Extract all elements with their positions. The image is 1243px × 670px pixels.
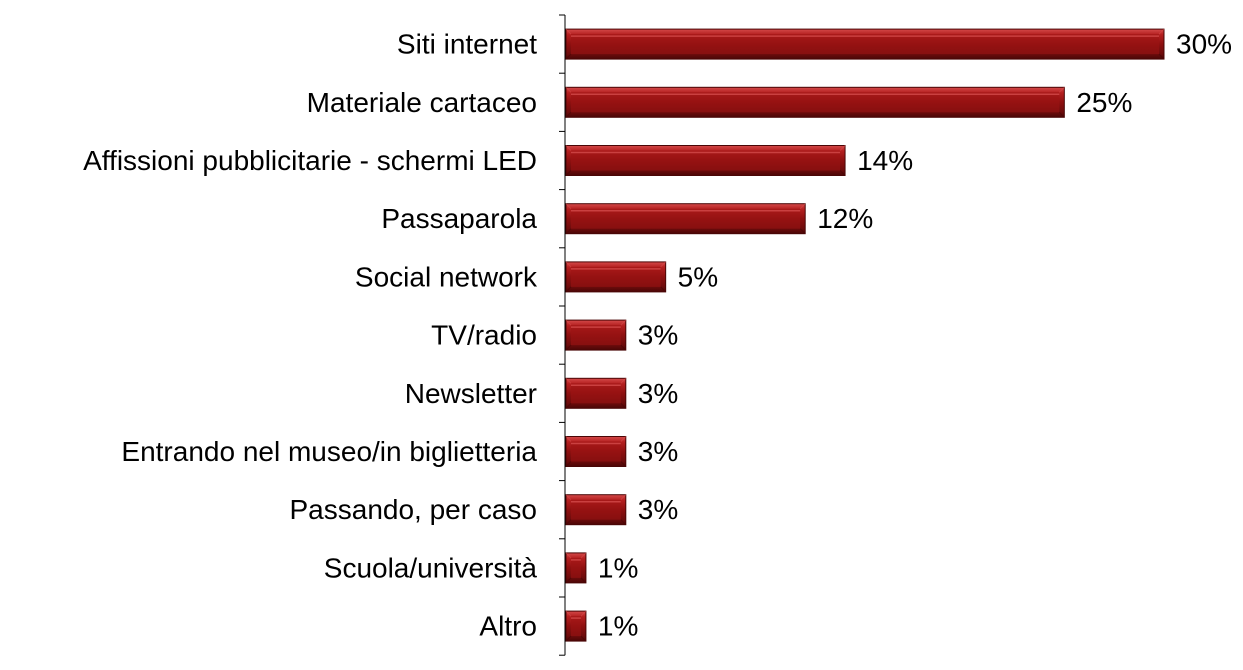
bar — [565, 145, 846, 176]
category-label: Affissioni pubblicitarie - schermi LED — [83, 145, 537, 176]
category-label: Passando, per caso — [290, 494, 538, 525]
category-label: Newsletter — [405, 378, 537, 409]
value-label: 25% — [1076, 87, 1132, 118]
bar — [565, 203, 806, 235]
bar — [565, 436, 627, 467]
category-label: Scuola/università — [324, 552, 538, 583]
category-label: Passaparola — [381, 203, 537, 234]
bar — [565, 610, 587, 642]
category-label: Entrando nel museo/in biglietteria — [121, 436, 537, 467]
category-label: Materiale cartaceo — [307, 87, 537, 118]
value-label: 5% — [678, 261, 718, 292]
bar — [565, 86, 1065, 118]
value-label: 1% — [598, 611, 638, 642]
value-label: 30% — [1176, 29, 1232, 60]
category-label: Social network — [355, 261, 538, 292]
category-label: Siti internet — [397, 29, 537, 60]
value-label: 3% — [638, 378, 678, 409]
bar — [565, 494, 627, 526]
value-label: 3% — [638, 494, 678, 525]
bars-group — [565, 28, 1165, 642]
bar — [565, 28, 1165, 60]
value-label: 12% — [817, 203, 873, 234]
bar — [565, 377, 627, 409]
bar — [565, 319, 627, 351]
value-label: 3% — [638, 320, 678, 351]
category-label: Altro — [479, 611, 537, 642]
bar — [565, 552, 587, 584]
value-label: 1% — [598, 552, 638, 583]
bar — [565, 261, 667, 293]
value-labels-group: 30%25%14%12%5%3%3%3%3%1%1% — [598, 29, 1232, 642]
category-label: TV/radio — [431, 320, 537, 351]
category-labels-group: Siti internet Materiale cartaceo Affission… — [83, 29, 538, 642]
y-axis — [559, 14, 566, 656]
value-label: 3% — [638, 436, 678, 467]
value-label: 14% — [857, 145, 913, 176]
